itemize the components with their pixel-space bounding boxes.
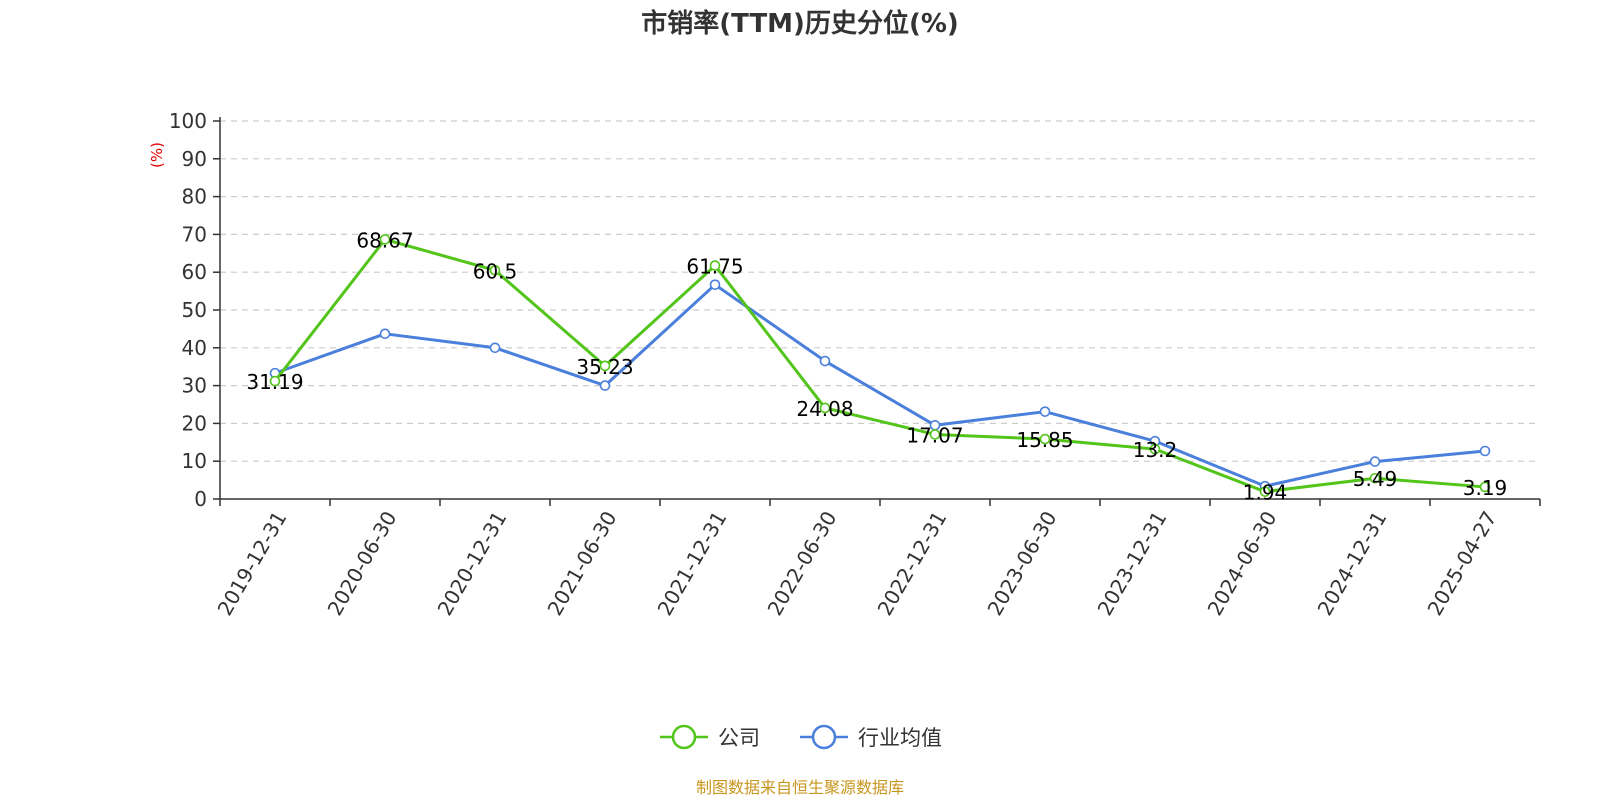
y-tick-label: 90 [182,147,207,171]
x-tick-label: 2025-04-27 [1422,507,1501,620]
data-point [489,265,501,276]
data-point [379,328,391,340]
data-point [1039,433,1051,445]
legend-item[interactable]: 行业均值 [800,724,942,750]
y-tick-label: 100 [169,109,207,133]
data-label: 5.49 [1353,467,1398,491]
y-tick-label: 60 [182,260,207,284]
data-label: 1.94 [1243,481,1288,505]
x-tick-label: 2019-12-31 [212,507,291,620]
y-tick-label: 70 [182,222,207,246]
x-tick-label: 2022-06-30 [762,507,841,620]
grid-lines [220,120,1540,462]
legend-label: 行业均值 [858,726,942,750]
y-tick-labels: 0 10 20 30 40 50 60 70 80 90 100 [169,109,207,511]
x-tick-label: 2020-12-31 [432,507,511,620]
y-axis-unit: (%) [148,142,166,168]
chart-title: 市销率(TTM)历史分位(%) [641,8,959,39]
data-point [1369,472,1381,484]
data-point [1479,481,1491,493]
data-labels: 31.19 68.67 60.5 35.23 61.75 24.08 17.07 15.85 1… [246,228,1507,504]
y-tick-label: 40 [182,336,207,360]
data-point [709,260,721,271]
data-point [709,279,721,290]
legend-marker [671,724,697,750]
data-point [599,380,611,391]
x-tick-label: 2023-06-30 [982,507,1061,620]
data-label: 13.2 [1133,438,1178,462]
data-point [1149,443,1161,455]
legend[interactable]: 公司 行业均值 [660,724,942,750]
data-point [819,355,831,367]
data-label: 24.08 [796,397,853,421]
data-point [1369,456,1381,467]
x-tick-label: 2024-12-31 [1312,507,1391,620]
x-tick-label: 2021-06-30 [542,507,621,620]
y-tick-label: 10 [182,449,207,473]
y-tick-label: 50 [182,298,207,322]
data-point [929,429,941,440]
data-point [489,342,501,354]
legend-label: 公司 [718,726,760,750]
data-label: 17.07 [906,423,963,447]
data-point [1479,445,1491,457]
series-layer [269,234,1491,497]
data-point [819,402,831,414]
axes [213,117,1541,506]
data-label: 31.19 [246,370,303,394]
data-label: 61.75 [686,255,743,279]
data-label: 35.23 [576,355,633,379]
y-tick-label: 0 [194,487,207,511]
data-label: 15.85 [1016,428,1073,452]
data-point [379,234,391,245]
x-tick-label: 2022-12-31 [872,507,951,620]
legend-marker [811,724,837,750]
y-tick-label: 80 [182,185,207,209]
source-note: 制图数据来自恒生聚源数据库 [696,778,904,797]
x-tick-labels: 2019-12-31 2020-06-30 2020-12-31 2021-06-30… [212,507,1501,620]
x-tick-label: 2024-06-30 [1202,507,1281,620]
data-label: 60.5 [473,259,518,283]
data-point [1039,406,1051,417]
y-tick-label: 30 [182,374,207,398]
data-point [269,375,281,387]
x-tick-label: 2020-06-30 [322,507,401,620]
data-label: 68.67 [356,228,413,252]
data-label: 3.19 [1463,476,1508,500]
data-point [1259,486,1271,497]
x-tick-label: 2023-12-31 [1092,507,1171,620]
series-line-1 [274,283,1486,488]
x-tick-label: 2021-12-31 [652,507,731,620]
series-line-0 [273,237,1486,494]
y-tick-label: 20 [182,411,207,435]
data-point [599,360,611,372]
legend-item[interactable]: 公司 [660,724,760,750]
